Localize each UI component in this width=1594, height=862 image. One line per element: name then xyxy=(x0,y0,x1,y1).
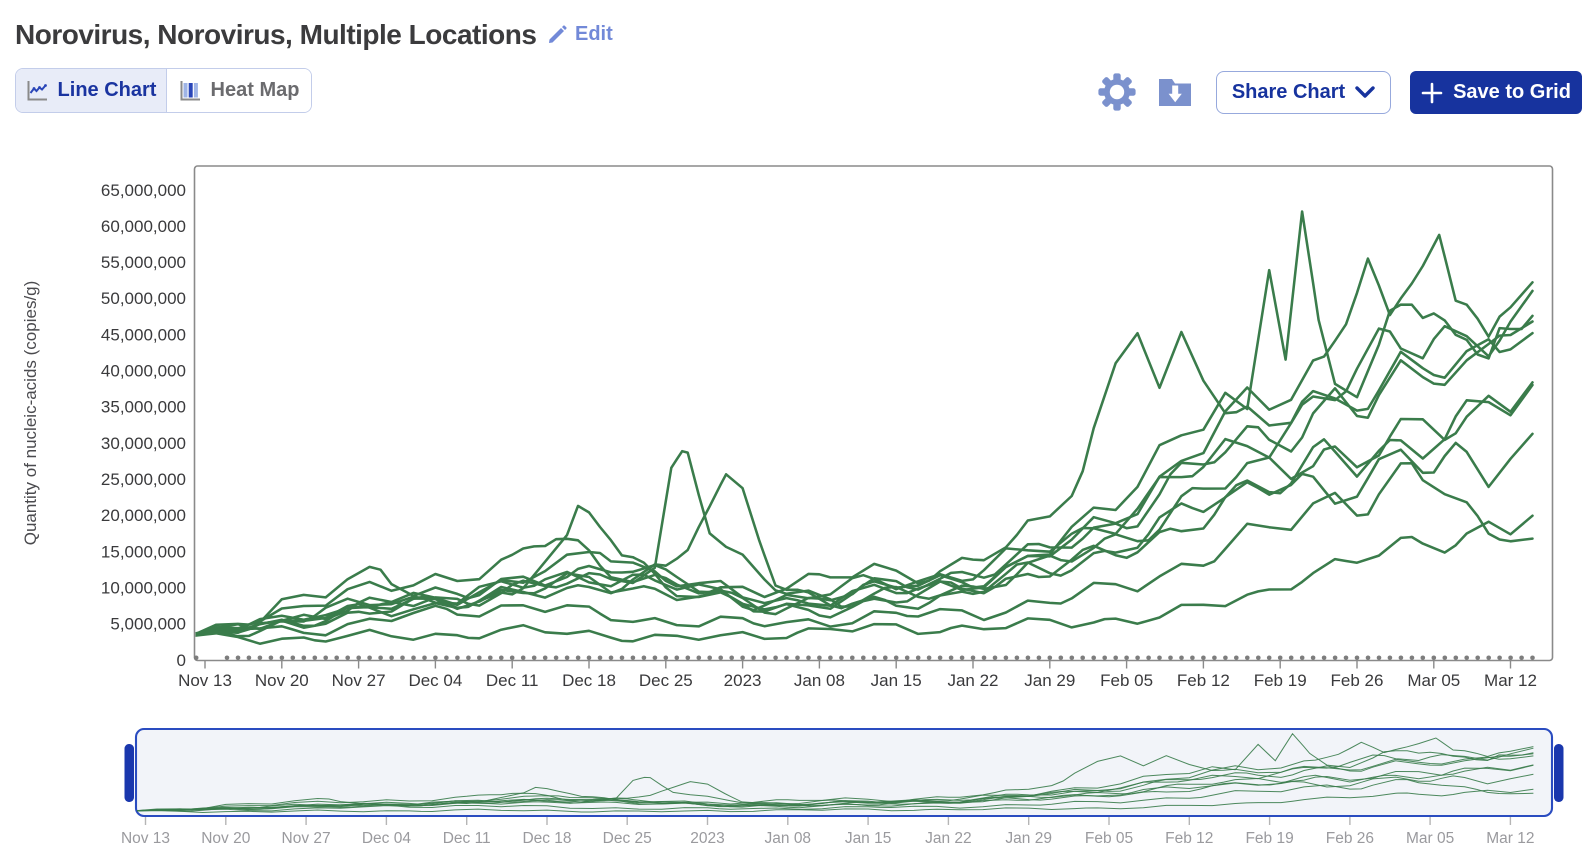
svg-text:Dec 25: Dec 25 xyxy=(603,830,652,847)
svg-text:Jan 29: Jan 29 xyxy=(1005,830,1052,847)
svg-text:Nov 27: Nov 27 xyxy=(332,671,386,690)
svg-text:Nov 13: Nov 13 xyxy=(121,830,170,847)
svg-text:Quantity of nucleic-acids (cop: Quantity of nucleic-acids (copies/g) xyxy=(21,281,40,546)
svg-text:15,000,000: 15,000,000 xyxy=(101,542,186,561)
svg-text:20,000,000: 20,000,000 xyxy=(101,506,186,525)
svg-text:35,000,000: 35,000,000 xyxy=(101,398,186,417)
svg-text:Jan 15: Jan 15 xyxy=(845,830,892,847)
svg-text:Feb 05: Feb 05 xyxy=(1085,830,1133,847)
svg-text:Jan 22: Jan 22 xyxy=(947,671,998,690)
svg-text:Nov 27: Nov 27 xyxy=(282,830,331,847)
svg-text:Mar 05: Mar 05 xyxy=(1407,671,1460,690)
svg-text:Jan 29: Jan 29 xyxy=(1024,671,1075,690)
svg-text:Feb 26: Feb 26 xyxy=(1326,830,1374,847)
svg-text:45,000,000: 45,000,000 xyxy=(101,325,186,344)
svg-text:65,000,000: 65,000,000 xyxy=(101,181,186,200)
svg-text:Jan 15: Jan 15 xyxy=(871,671,922,690)
svg-text:Nov 20: Nov 20 xyxy=(255,671,309,690)
svg-text:40,000,000: 40,000,000 xyxy=(101,362,186,381)
svg-text:Dec 04: Dec 04 xyxy=(362,830,411,847)
svg-text:2023: 2023 xyxy=(690,830,724,847)
svg-text:Feb 12: Feb 12 xyxy=(1177,671,1230,690)
svg-text:10,000,000: 10,000,000 xyxy=(101,579,186,598)
svg-text:50,000,000: 50,000,000 xyxy=(101,289,186,308)
svg-text:Feb 26: Feb 26 xyxy=(1331,671,1384,690)
svg-text:25,000,000: 25,000,000 xyxy=(101,470,186,489)
svg-text:Feb 05: Feb 05 xyxy=(1100,671,1153,690)
svg-text:60,000,000: 60,000,000 xyxy=(101,217,186,236)
svg-text:Nov 13: Nov 13 xyxy=(178,671,232,690)
svg-text:Dec 18: Dec 18 xyxy=(522,830,571,847)
svg-text:Mar 05: Mar 05 xyxy=(1406,830,1454,847)
svg-text:Feb 19: Feb 19 xyxy=(1254,671,1307,690)
svg-text:Nov 20: Nov 20 xyxy=(201,830,250,847)
svg-text:Dec 11: Dec 11 xyxy=(443,830,491,847)
svg-text:Dec 04: Dec 04 xyxy=(408,671,462,690)
svg-text:Jan 08: Jan 08 xyxy=(765,830,812,847)
svg-text:Mar 12: Mar 12 xyxy=(1484,671,1537,690)
svg-text:Feb 12: Feb 12 xyxy=(1165,830,1213,847)
svg-text:5,000,000: 5,000,000 xyxy=(110,615,186,634)
svg-text:Jan 08: Jan 08 xyxy=(794,671,845,690)
svg-text:30,000,000: 30,000,000 xyxy=(101,434,186,453)
svg-text:Jan 22: Jan 22 xyxy=(925,830,972,847)
svg-text:Dec 11: Dec 11 xyxy=(486,671,539,690)
svg-text:Feb 19: Feb 19 xyxy=(1245,830,1293,847)
svg-text:Dec 18: Dec 18 xyxy=(562,671,616,690)
svg-text:0: 0 xyxy=(177,651,186,670)
svg-text:Dec 25: Dec 25 xyxy=(639,671,693,690)
svg-text:2023: 2023 xyxy=(724,671,762,690)
svg-text:55,000,000: 55,000,000 xyxy=(101,253,186,272)
svg-text:Mar 12: Mar 12 xyxy=(1486,830,1534,847)
